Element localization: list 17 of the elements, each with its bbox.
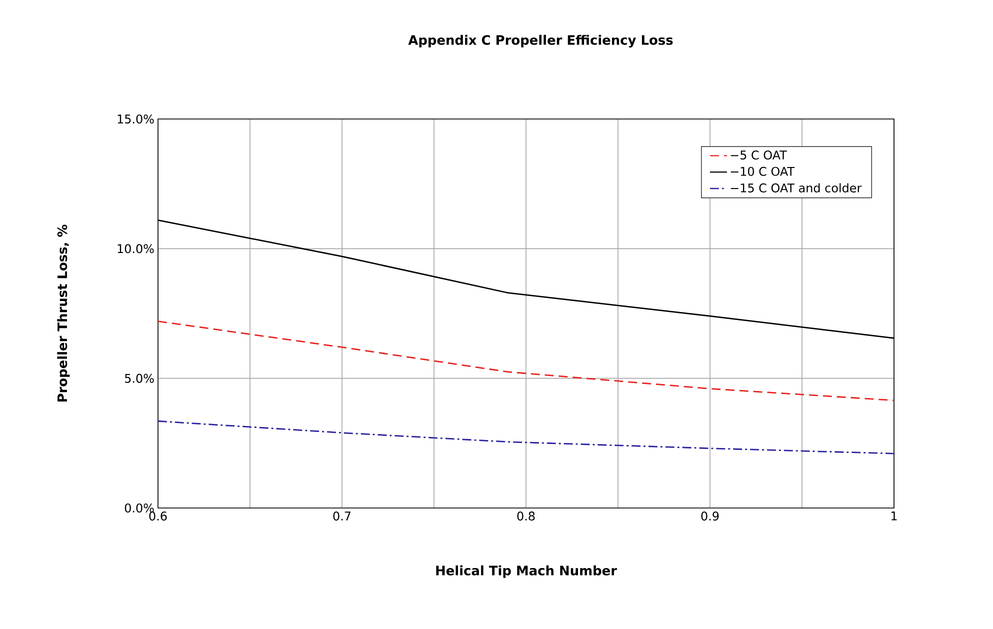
x-tick-label: 0.7 [333,512,350,521]
line-series [158,320,894,402]
legend-label: −5 C OAT [730,150,787,160]
x-axis-title: Helical Tip Mach Number [436,565,617,578]
x-tick-label: 0.9 [701,512,719,521]
x-tick-label: 0.8 [517,512,535,521]
legend-label: −15 C OAT and colder [730,183,862,192]
y-tick-label: 0.0% [124,503,154,513]
legend-label: −10 C OAT [730,166,795,176]
y-tick-label: 10.0% [118,244,154,254]
y-tick-label: 5.0% [125,374,154,383]
x-tick-label: 0.6 [149,512,167,521]
line-series [158,420,894,454]
chart-title: Appendix C Propeller Efficiency Loss [408,34,673,48]
y-axis-title: Propeller Thrust Loss, % [57,224,70,402]
y-tick-label: 15.0% [118,114,154,124]
x-tick-label: 1 [892,512,897,520]
